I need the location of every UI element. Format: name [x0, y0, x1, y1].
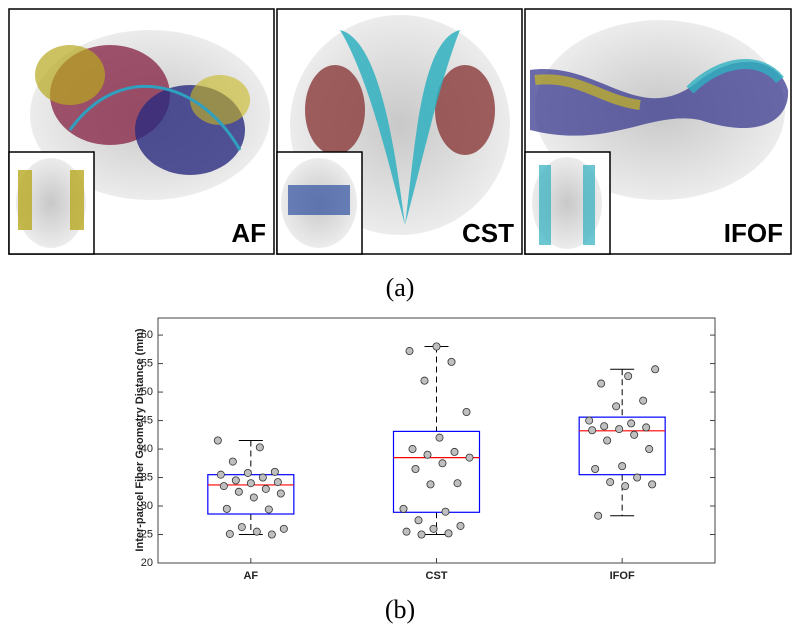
data-point — [279, 524, 288, 533]
data-point — [462, 408, 471, 417]
data-point — [264, 505, 273, 514]
data-point — [405, 347, 414, 356]
data-point — [588, 426, 597, 435]
data-point — [438, 459, 447, 468]
caption: (a) — [386, 273, 415, 302]
data-point — [225, 529, 234, 538]
data-point — [429, 524, 438, 533]
data-point — [618, 462, 627, 471]
data-point — [465, 453, 474, 462]
image-label: AF — [231, 218, 266, 248]
data-point — [456, 521, 465, 530]
panel-a: AF CST IFOF (a) — [8, 8, 792, 302]
data-point — [414, 516, 423, 525]
y-tick-label: 55 — [141, 357, 153, 369]
data-point — [420, 376, 429, 385]
data-point — [246, 479, 255, 488]
data-point — [621, 482, 630, 491]
caption: (b) — [385, 595, 415, 624]
box — [392, 430, 481, 513]
y-tick-label: 45 — [141, 414, 153, 426]
data-point — [627, 419, 636, 428]
data-point — [252, 527, 261, 536]
data-point — [267, 530, 276, 539]
data-point — [423, 450, 432, 459]
data-point — [237, 523, 246, 532]
y-tick-label: 60 — [141, 329, 153, 341]
data-point — [276, 489, 285, 498]
data-point — [645, 445, 654, 454]
y-tick-label: 30 — [141, 500, 153, 512]
data-point — [444, 529, 453, 538]
data-point — [402, 527, 411, 536]
y-tick-label: 20 — [141, 557, 153, 569]
x-tick-label: AF — [243, 570, 258, 582]
y-tick-label: 40 — [141, 443, 153, 455]
image-ifof: IFOF — [524, 8, 792, 255]
data-point — [399, 504, 408, 513]
image-af: AF — [8, 8, 275, 255]
y-axis-label: Inter-parcel Fiber Geometry Distance (mm… — [134, 328, 146, 551]
data-point — [630, 430, 639, 439]
data-point — [411, 464, 420, 473]
data-point — [624, 372, 633, 381]
data-point — [258, 473, 267, 482]
data-point — [261, 484, 270, 493]
data-point — [228, 457, 237, 466]
box — [578, 416, 666, 476]
image-label: IFOF — [724, 218, 783, 248]
data-point — [450, 447, 459, 456]
data-point — [441, 507, 450, 516]
data-point — [606, 478, 615, 487]
data-point — [216, 470, 225, 479]
data-point — [408, 445, 417, 454]
data-point — [435, 433, 444, 442]
data-point — [426, 480, 435, 489]
data-point — [219, 482, 228, 491]
data-point — [453, 479, 462, 488]
data-point — [603, 436, 612, 445]
data-point — [651, 365, 660, 374]
data-point — [594, 511, 603, 520]
image-label: CST — [462, 218, 514, 248]
chart: Inter-parcel Fiber Geometry Distance (mm… — [134, 317, 716, 624]
x-tick-label: CST — [426, 570, 448, 582]
y-tick-label: 25 — [141, 528, 153, 540]
y-tick-label: 50 — [141, 386, 153, 398]
data-point — [270, 467, 279, 476]
data-point — [222, 504, 231, 513]
data-point — [231, 476, 240, 485]
data-point — [642, 423, 651, 432]
data-point — [597, 379, 606, 388]
data-point — [600, 422, 609, 431]
data-point — [249, 493, 258, 502]
data-point — [648, 480, 657, 489]
image-cst: CST — [276, 8, 523, 255]
data-point — [273, 478, 282, 487]
data-point — [585, 416, 594, 425]
data-point — [615, 425, 624, 434]
data-point — [612, 402, 621, 411]
data-point — [447, 357, 456, 366]
data-point — [243, 468, 252, 477]
data-point — [591, 464, 600, 473]
data-point — [213, 436, 222, 445]
data-point — [255, 443, 264, 452]
data-point — [432, 342, 441, 351]
data-point — [417, 530, 426, 539]
data-point — [234, 487, 243, 496]
y-tick-label: 35 — [141, 471, 153, 483]
data-point — [639, 396, 648, 405]
data-point — [633, 473, 642, 482]
x-tick-label: IFOF — [610, 570, 635, 582]
